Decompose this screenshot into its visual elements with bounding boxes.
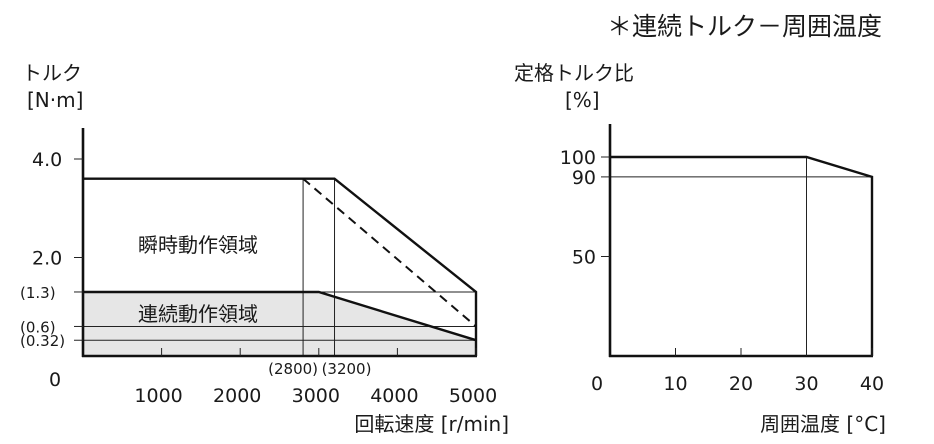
x-tick-label: 10 bbox=[663, 373, 687, 395]
intermittent-boundary bbox=[83, 177, 478, 356]
y-tick-label: (0.32) bbox=[20, 332, 65, 350]
origin-label: 0 bbox=[49, 369, 61, 391]
x-tick-label: 40 bbox=[860, 373, 884, 395]
x-tick-label: 2000 bbox=[213, 385, 261, 407]
y-axis-unit: [%] bbox=[565, 88, 600, 112]
x-callout-label: (3200) bbox=[322, 360, 372, 378]
continuous-boundary bbox=[83, 290, 477, 342]
y-tick-label: (1.3) bbox=[20, 284, 56, 302]
continuous-region-label: 連続動作領域 bbox=[138, 302, 258, 326]
intermittent-region-label: 瞬時動作領域 bbox=[138, 233, 258, 257]
x-axis-label: 周囲温度 [°C] bbox=[760, 412, 886, 436]
y-axis-unit: [N·m] bbox=[27, 88, 83, 112]
torque-speed-chart: 4.0 2.0 (1.3) (0.6)(0.32) 0 1000 2000 3000 4000 5… bbox=[20, 61, 509, 436]
y-axis-label: 定格トルク比 bbox=[514, 61, 634, 85]
figure-title: ＊連続トルク－周囲温度 bbox=[607, 12, 882, 41]
x-tick-label: 3000 bbox=[292, 385, 340, 407]
x-tick-label: 4000 bbox=[370, 385, 418, 407]
x-tick-label: 0 bbox=[591, 373, 603, 395]
x-axis-label: 回転速度 [r/min] bbox=[354, 412, 509, 436]
x-tick-label: 5000 bbox=[449, 385, 497, 407]
x-tick-label: 1000 bbox=[134, 385, 182, 407]
y-tick-label: 100 bbox=[560, 147, 596, 169]
x-callout-label: (2800) bbox=[268, 360, 318, 378]
y-tick-label: 90 bbox=[572, 167, 596, 189]
y-tick-label: 2.0 bbox=[32, 248, 62, 270]
x-tick-label: 30 bbox=[794, 373, 818, 395]
torque-ratio-line bbox=[610, 155, 874, 356]
intermittent-dashed-line bbox=[302, 177, 477, 328]
y-axis-label: トルク bbox=[22, 61, 82, 85]
x-tick-label: 20 bbox=[729, 373, 753, 395]
y-tick-label: (0.6) bbox=[20, 318, 56, 336]
y-tick-label: 4.0 bbox=[32, 149, 62, 171]
y-tick-label: 50 bbox=[572, 247, 596, 269]
